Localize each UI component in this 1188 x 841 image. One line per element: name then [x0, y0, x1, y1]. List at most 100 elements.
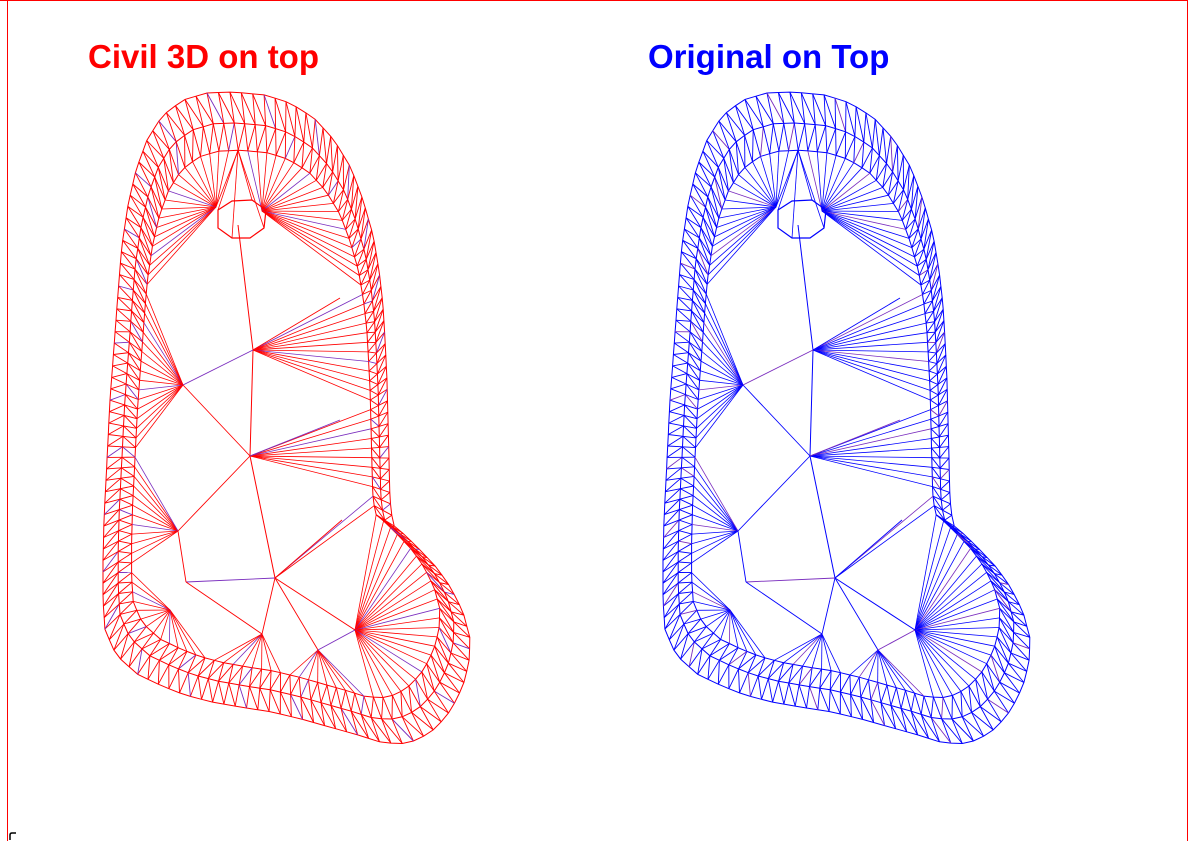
tin-edge	[370, 274, 380, 291]
tin-edge	[967, 541, 980, 550]
tin-edge	[228, 664, 234, 684]
tin-edge	[809, 686, 819, 710]
tin-edge	[133, 601, 171, 611]
tin-edge	[916, 249, 925, 267]
tin-edge	[775, 150, 789, 208]
tin-edge	[400, 533, 412, 542]
tin-edge	[132, 183, 149, 198]
tin-edge	[354, 520, 384, 631]
tin-edge	[821, 203, 894, 212]
tin-edge	[378, 400, 388, 417]
tin-edge	[691, 530, 739, 564]
tin-edge	[925, 241, 935, 260]
tin-edge	[249, 428, 372, 457]
tin-edge	[860, 696, 875, 723]
tin-edge	[917, 207, 926, 230]
tin-edge	[382, 503, 391, 511]
tin-edge	[372, 486, 382, 501]
tin-edge	[134, 456, 179, 532]
tin-edge	[880, 702, 886, 726]
tin-edge	[354, 693, 362, 715]
tin-edge	[341, 208, 352, 221]
tin-edge	[804, 123, 809, 151]
tin-edge	[376, 343, 386, 354]
tin-edge	[937, 366, 947, 375]
tin-edge	[103, 519, 120, 538]
tin-edge	[108, 414, 125, 424]
tin-edge	[1008, 601, 1025, 616]
tin-edge	[212, 681, 219, 703]
tin-edge	[706, 206, 777, 285]
tin-edge	[712, 130, 725, 159]
tin-edge	[738, 668, 740, 693]
tin-edge	[113, 352, 129, 355]
tin-edge	[673, 352, 689, 355]
tin-edge	[438, 627, 452, 654]
tin-edge	[261, 210, 360, 276]
tin-edge	[379, 434, 389, 448]
tin-edge	[930, 274, 940, 291]
tin-edge	[128, 352, 141, 371]
tin-edge	[767, 660, 775, 679]
tin-edge	[380, 469, 390, 480]
tin-edge	[358, 259, 367, 276]
tin-edge	[354, 627, 440, 631]
tin-edge	[256, 125, 267, 152]
tin-edge	[669, 411, 685, 416]
tin-edge	[308, 679, 312, 700]
tin-edge	[668, 425, 684, 435]
tin-edge	[662, 530, 680, 550]
tin-edge	[207, 678, 214, 703]
tin-edge	[861, 142, 865, 168]
tin-edge	[421, 671, 429, 700]
tin-edge	[742, 349, 814, 386]
tin-edge	[707, 196, 718, 228]
tin-edge	[274, 505, 375, 579]
tin-edge	[141, 632, 154, 650]
breakline-ring	[217, 199, 267, 239]
tin-edge	[663, 498, 681, 515]
right-panel-title: Original on Top	[648, 38, 890, 75]
civil3d-triangulation-mesh	[102, 91, 471, 745]
tin-edge	[102, 582, 119, 596]
tin-edge	[314, 119, 320, 156]
tin-edge	[430, 654, 441, 683]
tin-edge	[261, 210, 350, 239]
tin-edge	[137, 655, 151, 675]
tin-edge	[411, 712, 425, 737]
tin-edge	[120, 262, 136, 270]
tin-edge	[986, 571, 1000, 584]
tin-edge	[769, 153, 777, 208]
tin-edge	[709, 643, 730, 657]
tin-edge	[680, 262, 695, 280]
tin-edge	[695, 258, 708, 285]
tin-edge	[663, 593, 679, 607]
tin-edge	[735, 141, 739, 175]
tin-edge	[108, 434, 124, 437]
tin-edge	[717, 167, 726, 201]
tin-edge	[683, 415, 697, 429]
tin-edge	[849, 649, 879, 676]
tin-edge	[821, 152, 828, 212]
tin-edge	[725, 199, 777, 208]
tin-edge	[678, 533, 693, 542]
tin-edge	[860, 696, 864, 720]
tin-edge	[381, 697, 384, 719]
tin-edge	[118, 551, 132, 554]
tin-edge	[877, 649, 888, 686]
tin-edge	[826, 128, 837, 153]
tin-edge	[375, 331, 386, 354]
tin-edge	[138, 384, 184, 391]
tin-edge	[370, 394, 379, 401]
tin-edge	[157, 660, 160, 685]
tin-edge	[103, 603, 120, 619]
tin-edge	[300, 679, 309, 698]
tin-edge	[757, 675, 762, 700]
tin-edge	[705, 293, 744, 386]
tin-edge	[375, 320, 385, 343]
tin-edge	[911, 238, 922, 248]
tin-edge	[367, 342, 377, 353]
tin-edge	[317, 649, 346, 691]
tin-edge	[701, 638, 721, 650]
tin-edge	[692, 183, 709, 198]
